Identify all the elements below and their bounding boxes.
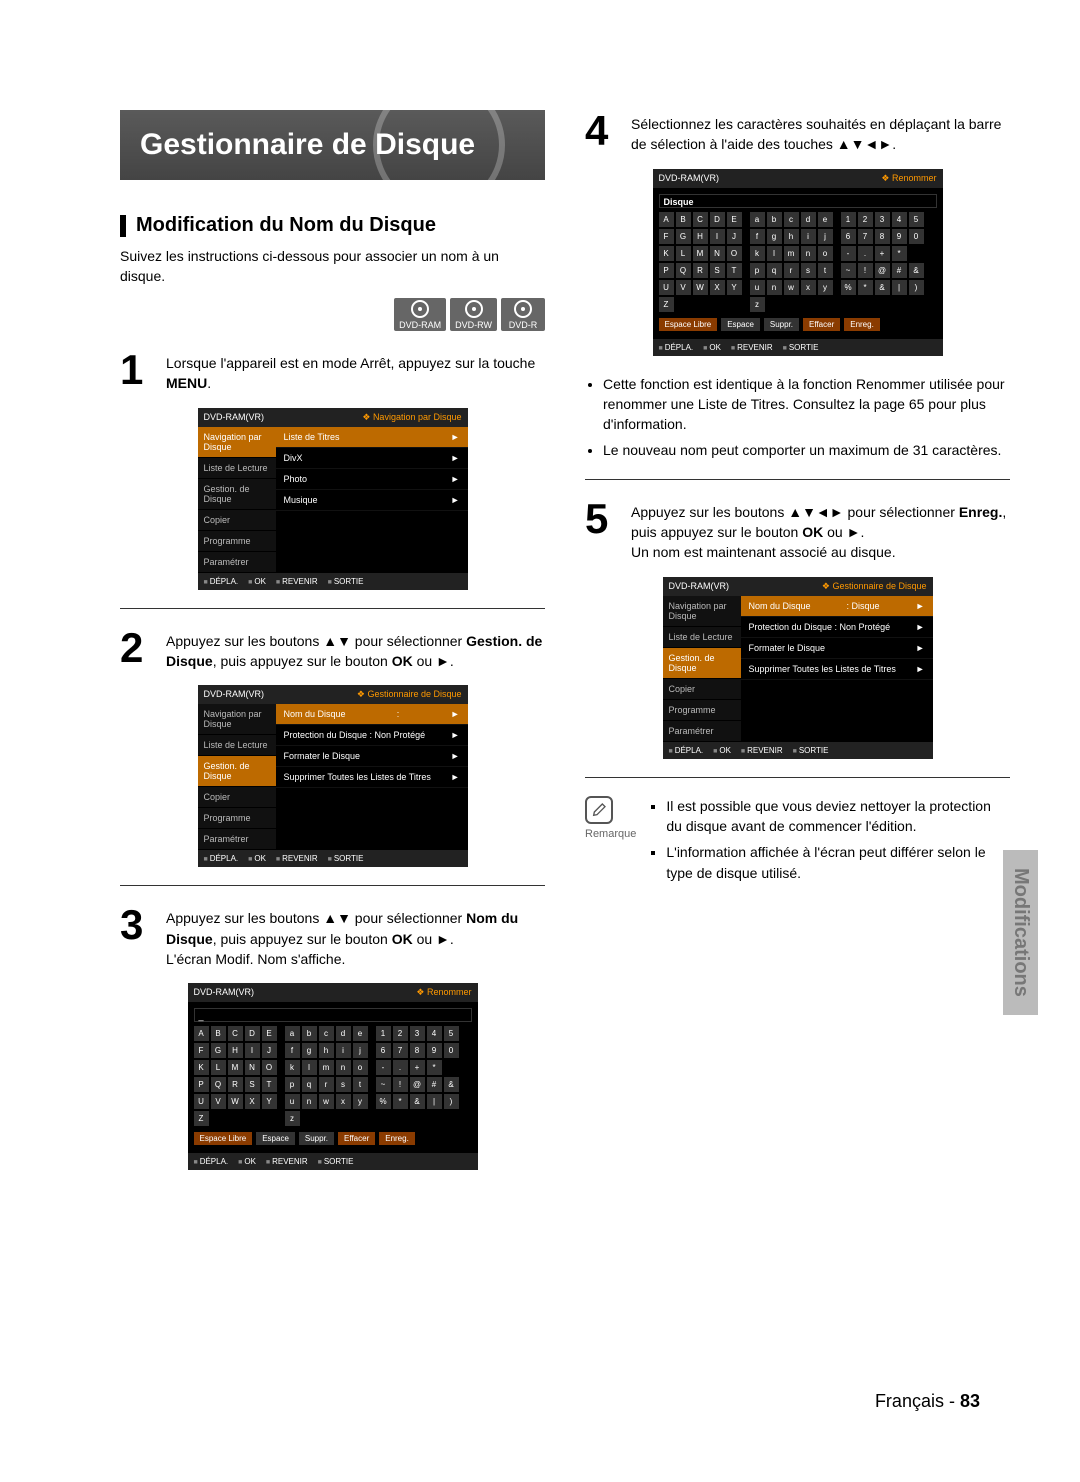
step-text: Appuyez sur les boutons ▲▼◄► pour sélect… [631, 498, 1010, 563]
banner-title: Gestionnaire de Disque [140, 128, 475, 161]
step-4: 4 Sélectionnez les caractères souhaités … [585, 110, 1010, 155]
footer-lang: Français [875, 1391, 944, 1411]
step-number: 5 [585, 498, 619, 563]
disc-icon: DVD-R [501, 298, 545, 331]
osd-screenshot-nav: DVD-RAM(VR)❖ Navigation par Disque Navig… [198, 408, 468, 590]
osd-screenshot-rename-filled: DVD-RAM(VR)❖ Renommer Disque ABCDE FGHIJ… [653, 169, 943, 356]
step-text: Sélectionnez les caractères souhaités en… [631, 110, 1010, 155]
note-item: L'information affichée à l'écran peut di… [666, 842, 1010, 883]
step-1: 1 Lorsque l'appareil est en mode Arrêt, … [120, 349, 545, 394]
osd-screenshot-rename: DVD-RAM(VR)❖ Renommer _ ABCDE FGHIJ KLMN… [188, 983, 478, 1170]
note-list: Il est possible que vous deviez nettoyer… [648, 796, 1010, 889]
note-block: Remarque Il est possible que vous deviez… [585, 796, 1010, 889]
osd-screenshot-result: DVD-RAM(VR)❖ Gestionnaire de Disque Navi… [663, 577, 933, 759]
note-item: Il est possible que vous deviez nettoyer… [666, 796, 1010, 837]
step-text: Appuyez sur les boutons ▲▼ pour sélectio… [166, 904, 545, 969]
separator [585, 479, 1010, 480]
separator [120, 885, 545, 886]
section-heading: Modification du Nom du Disque [120, 214, 545, 237]
separator [585, 777, 1010, 778]
note-label: Remarque [585, 828, 636, 840]
step-text: Lorsque l'appareil est en mode Arrêt, ap… [166, 349, 545, 394]
page-banner: Gestionnaire de Disque [120, 110, 545, 180]
section-bar [120, 215, 126, 237]
section-title: Modification du Nom du Disque [136, 214, 436, 237]
disc-type-icons: DVD-RAM DVD-RW DVD-R [120, 298, 545, 331]
disc-icon: DVD-RW [450, 298, 497, 331]
side-chapter-tab: Modifications [1003, 850, 1038, 1015]
step-number: 2 [120, 627, 154, 672]
step-number: 1 [120, 349, 154, 394]
bullet: Cette fonction est identique à la foncti… [603, 374, 1010, 435]
step-2: 2 Appuyez sur les boutons ▲▼ pour sélect… [120, 627, 545, 672]
step-5: 5 Appuyez sur les boutons ▲▼◄► pour séle… [585, 498, 1010, 563]
step-text: Appuyez sur les boutons ▲▼ pour sélectio… [166, 627, 545, 672]
step-number: 4 [585, 110, 619, 155]
step-number: 3 [120, 904, 154, 969]
disc-icon: DVD-RAM [394, 298, 446, 331]
step-3: 3 Appuyez sur les boutons ▲▼ pour sélect… [120, 904, 545, 969]
intro-text: Suivez les instructions ci-dessous pour … [120, 247, 545, 286]
page-footer: Français - 83 [875, 1391, 980, 1412]
note-icon [585, 796, 613, 824]
osd-screenshot-gestion: DVD-RAM(VR)❖ Gestionnaire de Disque Navi… [198, 685, 468, 867]
footer-page: 83 [960, 1391, 980, 1411]
bullet: Le nouveau nom peut comporter un maximum… [603, 440, 1010, 460]
step-4-bullets: Cette fonction est identique à la foncti… [585, 374, 1010, 461]
separator [120, 608, 545, 609]
